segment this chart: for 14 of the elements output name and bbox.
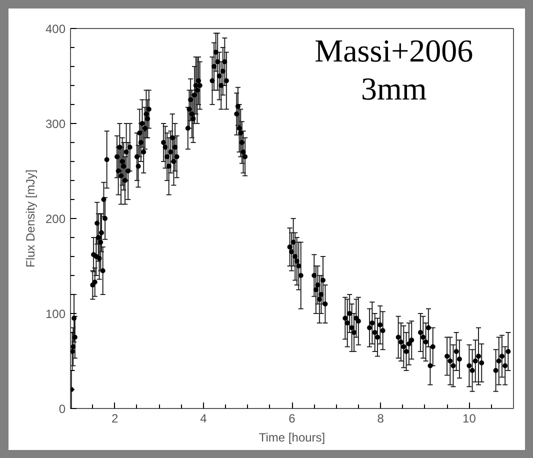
y-axis-title: Flux Density [mJy] bbox=[23, 169, 38, 268]
y-tick-label: 300 bbox=[45, 117, 66, 131]
annotation: Massi+2006 bbox=[314, 32, 474, 68]
x-tick-label: 6 bbox=[288, 412, 296, 426]
y-tick-label: 100 bbox=[45, 307, 66, 321]
annotation: 3mm bbox=[361, 70, 427, 106]
x-tick-label: 4 bbox=[200, 412, 208, 426]
x-axis-title: Time [hours] bbox=[258, 430, 326, 444]
x-tick-label: 8 bbox=[377, 412, 384, 426]
x-tick-label: 10 bbox=[462, 412, 476, 426]
y-tick-label: 0 bbox=[58, 402, 66, 416]
y-tick-label: 200 bbox=[45, 212, 66, 226]
x-tick-label: 2 bbox=[111, 412, 118, 426]
y-tick-label: 400 bbox=[45, 22, 66, 36]
